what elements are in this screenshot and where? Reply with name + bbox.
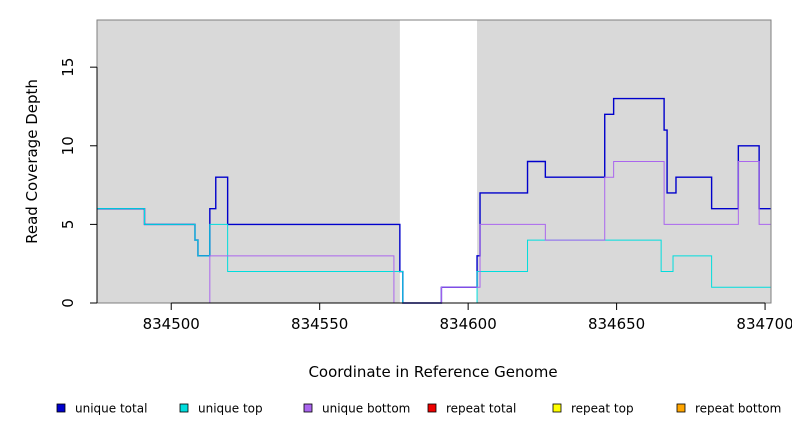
legend-label: unique total (75, 402, 147, 416)
legend-swatch (179, 403, 189, 413)
x-axis: 834500 834550 834600 834650 834700 (143, 302, 792, 333)
shaded-regions (97, 20, 771, 303)
legend-item: unique top (179, 402, 263, 416)
x-tick-label: 834550 (291, 315, 348, 333)
x-tick-label: 834500 (143, 315, 200, 333)
y-axis: 0 5 10 15 (59, 58, 98, 308)
legend-swatch (676, 403, 686, 413)
legend-label: repeat top (571, 402, 634, 416)
x-tick-label: 834650 (588, 315, 645, 333)
legend-item: repeat top (552, 402, 634, 416)
y-axis-label: Read Coverage Depth (23, 79, 41, 244)
legend-label: unique bottom (322, 402, 410, 416)
series-line-unique-bottom (97, 161, 771, 304)
x-axis-label: Coordinate in Reference Genome (308, 363, 557, 381)
legend-label: repeat total (446, 402, 516, 416)
legend-swatch (552, 403, 562, 413)
y-tick-label: 10 (59, 136, 77, 155)
x-tick-label: 834700 (736, 315, 792, 333)
y-tick-label: 0 (59, 298, 77, 308)
shaded-region (97, 20, 400, 303)
series-line-unique-top (97, 208, 771, 304)
legend-item: unique total (56, 402, 147, 416)
y-tick-label: 5 (59, 220, 77, 230)
legend-swatch (427, 403, 437, 413)
y-tick-label: 15 (59, 58, 77, 77)
legend-label: repeat bottom (695, 402, 781, 416)
legend-label: unique top (198, 402, 263, 416)
legend-swatch (303, 403, 313, 413)
legend: unique total unique top unique bottom repea… (56, 402, 781, 416)
legend-item: unique bottom (303, 402, 410, 416)
legend-swatch (56, 403, 66, 413)
x-tick-label: 834600 (440, 315, 497, 333)
legend-item: repeat bottom (676, 402, 781, 416)
legend-item: repeat total (427, 402, 516, 416)
